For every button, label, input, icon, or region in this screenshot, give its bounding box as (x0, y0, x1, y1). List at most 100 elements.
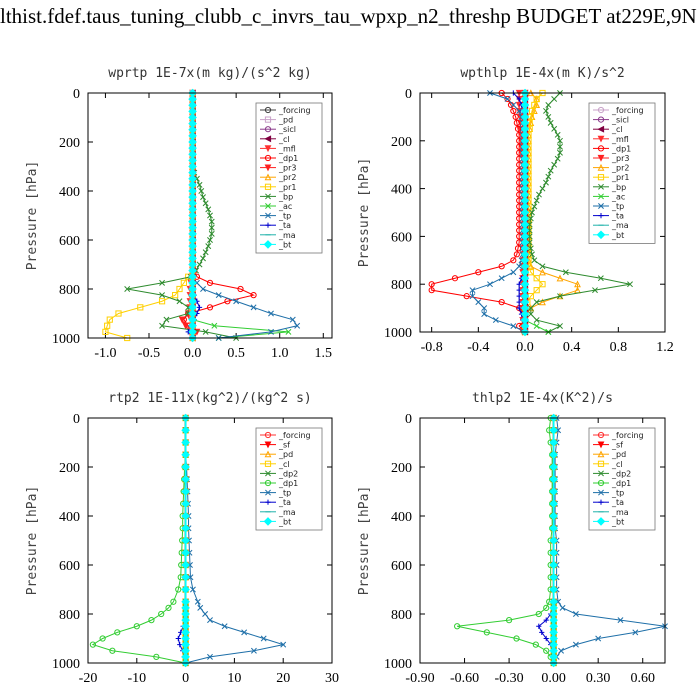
series-bt (188, 88, 197, 343)
data-point (539, 298, 546, 306)
data-point (463, 293, 470, 300)
panel-title: rtp2 1E-11x(kg^2)/(kg^2 s) (108, 391, 312, 406)
x-tick-label: -0.8 (421, 340, 443, 355)
legend-marker (597, 479, 605, 487)
legend-entry: _forcing (278, 106, 311, 115)
y-tick-label: 400 (59, 510, 80, 525)
y-tick-label: 200 (59, 461, 80, 476)
data-point (124, 286, 131, 292)
data-point (178, 316, 186, 324)
legend-marker (598, 213, 604, 219)
data-point (513, 119, 520, 126)
legend-entry: _pr3 (278, 164, 296, 173)
data-point (557, 293, 563, 300)
data-point (451, 275, 459, 282)
legend: _forcing_sf_pd_cl_dp2_dp1_tp_ta_ma_bt (255, 427, 323, 531)
data-point (207, 617, 213, 624)
legend-entry: _cl (611, 460, 623, 469)
data-point (554, 131, 561, 138)
data-point (551, 161, 558, 168)
data-point (516, 263, 523, 270)
data-point (492, 317, 499, 324)
data-point (206, 279, 214, 286)
x-tick-label: 0.4 (563, 340, 581, 355)
y-axis-label: Pressure [hPa] (25, 486, 40, 596)
x-tick-label: -0.60 (450, 671, 479, 686)
data-point (595, 635, 602, 642)
legend-marker (597, 135, 605, 143)
legend-marker (596, 517, 606, 526)
legend-entry: _ac (278, 202, 292, 211)
data-point (510, 101, 517, 108)
data-point (181, 462, 190, 472)
x-tick-label: -20 (79, 671, 98, 686)
data-point (529, 209, 535, 216)
data-point (208, 230, 215, 237)
data-point (557, 143, 563, 150)
legend-entry: _pd (611, 450, 626, 459)
legend-marker (597, 460, 605, 467)
data-point (549, 499, 558, 509)
x-tick-label: 20 (276, 671, 290, 686)
series-bt (181, 413, 190, 668)
data-point (176, 298, 183, 305)
x-tick-label: -0.5 (138, 346, 160, 361)
data-point (545, 101, 552, 108)
panel-2: wpthlp 1E-4x(m K)/s^2 Pressure [hPa] 0 200 4… (357, 66, 674, 355)
data-point (483, 629, 490, 636)
data-point (531, 203, 538, 210)
data-point (109, 647, 116, 654)
data-point (181, 572, 190, 582)
legend-entry: _dp1 (278, 479, 298, 488)
data-point (533, 323, 540, 329)
legend-entry: _ma (611, 508, 629, 517)
legend-entry: _dp1 (278, 154, 298, 163)
x-tick-label: -0.90 (405, 671, 434, 686)
data-point (539, 268, 546, 276)
series-dp1 (89, 414, 189, 667)
x-tick-label: 30 (325, 671, 339, 686)
data-point (510, 107, 517, 115)
y-tick-label: 0 (73, 87, 80, 102)
data-point (551, 125, 558, 132)
data-point (514, 125, 522, 132)
legend-marker (598, 489, 604, 496)
data-point (196, 181, 203, 188)
series-bt (520, 88, 530, 337)
legend-box (255, 102, 323, 254)
legend-marker (264, 450, 272, 458)
panel-1: wprtp 1E-7x(m kg)/(s^2 kg) Pressure [hPa]… (25, 66, 333, 361)
data-point (200, 286, 206, 292)
data-point (200, 194, 206, 201)
data-point (597, 275, 604, 282)
legend-marker (597, 106, 605, 114)
legend-marker (265, 203, 271, 209)
data-point (527, 305, 534, 312)
data-point (572, 611, 579, 617)
panel-3: rtp2 1E-11x(kg^2)/(kg^2 s) Pressure [hPa]… (25, 391, 339, 686)
data-point (549, 523, 558, 533)
data-point (505, 617, 513, 624)
data-point (208, 224, 215, 231)
data-point (202, 200, 209, 207)
data-point (549, 572, 558, 582)
legend-marker (265, 499, 271, 505)
data-point (99, 635, 106, 642)
data-point (175, 635, 181, 642)
legend-marker (264, 135, 272, 143)
legend-marker (597, 441, 605, 449)
legend-entry: _ta (611, 212, 624, 221)
legend-marker (264, 441, 272, 449)
legend-entry: _ma (611, 221, 629, 230)
legend-marker (264, 154, 272, 162)
plot-frame (419, 92, 666, 333)
data-point (549, 438, 558, 447)
legend-entry: _ta (278, 498, 291, 507)
data-point (498, 263, 505, 270)
legend-entry: _forcing (611, 106, 644, 115)
series-bt (549, 413, 558, 668)
series-dp1 (454, 414, 557, 667)
legend-entry: _mfl (278, 144, 296, 153)
y-tick-label: 1000 (384, 326, 412, 341)
